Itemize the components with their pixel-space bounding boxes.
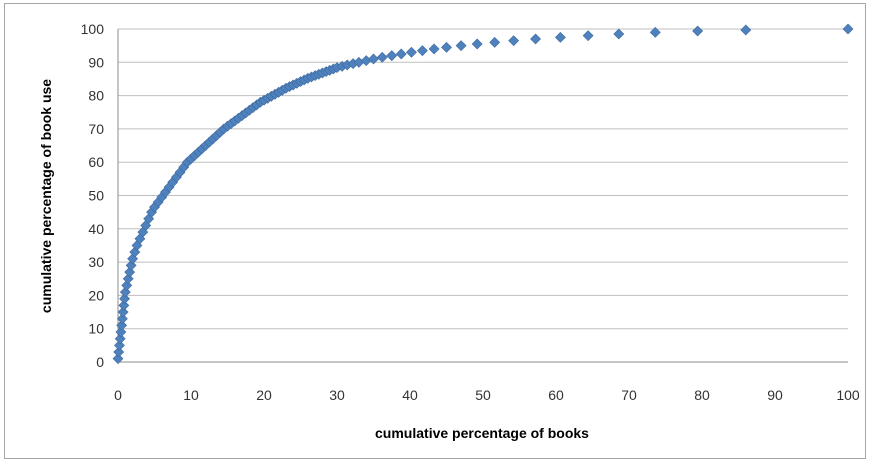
x-tick-labels: 0 10 20 30 40 50 60 70 80 90 100: [114, 387, 860, 403]
y-tick-label-40: 40: [88, 221, 104, 237]
chart-frame: [4, 3, 866, 459]
data-point-93: [582, 30, 594, 42]
data-point-92: [554, 31, 566, 43]
x-tick-label-50: 50: [475, 387, 491, 403]
y-tick-label-100: 100: [81, 21, 105, 37]
data-point-2: [114, 339, 125, 351]
y-tick-label-10: 10: [88, 321, 104, 337]
data-point-87: [455, 40, 467, 52]
data-point-80: [376, 51, 388, 63]
y-tick-label-80: 80: [88, 88, 104, 104]
y-tick-label-90: 90: [88, 54, 104, 70]
data-point-85: [428, 43, 440, 55]
data-point-7: [117, 306, 129, 318]
data-point-6: [116, 313, 128, 325]
data-point-88: [471, 38, 483, 50]
data-point-81: [386, 50, 398, 62]
y-tick-label-0: 0: [96, 354, 104, 370]
data-point-1: [113, 346, 125, 358]
x-tick-label-100: 100: [836, 387, 860, 403]
y-tick-labels: 0 10 20 30 40 50 60 70 80 90 100: [81, 21, 105, 370]
data-point-97: [740, 24, 752, 36]
data-point-8: [118, 299, 130, 311]
data-point-96: [692, 25, 704, 37]
data-point-79: [368, 53, 379, 65]
y-axis-title: cumulative percentage of book use: [38, 79, 54, 313]
x-tick-label-30: 30: [329, 387, 345, 403]
data-point-95: [649, 26, 661, 38]
data-point-98: [842, 23, 854, 35]
axes: [117, 29, 848, 363]
data-point-89: [489, 36, 501, 48]
data-point-82: [395, 48, 407, 60]
data-point-4: [115, 326, 127, 338]
data-point-15: [127, 253, 139, 265]
x-tick-label-70: 70: [621, 387, 637, 403]
x-tick-label-90: 90: [767, 387, 783, 403]
x-axis-title: cumulative percentage of books: [375, 425, 589, 441]
x-tick-label-10: 10: [183, 387, 199, 403]
y-tick-label-30: 30: [88, 254, 104, 270]
data-point-78: [360, 55, 372, 67]
data-points: [112, 23, 854, 365]
data-point-9: [119, 293, 130, 305]
x-tick-label-80: 80: [694, 387, 710, 403]
data-point-0: [112, 353, 124, 365]
x-tick-label-20: 20: [256, 387, 272, 403]
y-tick-label-50: 50: [88, 188, 104, 204]
x-tick-label-0: 0: [114, 387, 122, 403]
y-tick-label-20: 20: [88, 287, 104, 303]
gridlines: [118, 28, 848, 330]
data-point-5: [116, 319, 128, 331]
data-point-83: [406, 46, 417, 58]
data-point-90: [508, 35, 520, 47]
data-point-94: [613, 28, 625, 40]
data-point-86: [441, 41, 452, 53]
y-tick-label-60: 60: [88, 154, 104, 170]
y-tick-label-70: 70: [88, 121, 104, 137]
x-tick-label-40: 40: [402, 387, 418, 403]
data-point-91: [530, 33, 541, 45]
x-tick-label-60: 60: [548, 387, 564, 403]
data-point-84: [416, 45, 428, 57]
data-point-3: [114, 333, 126, 345]
